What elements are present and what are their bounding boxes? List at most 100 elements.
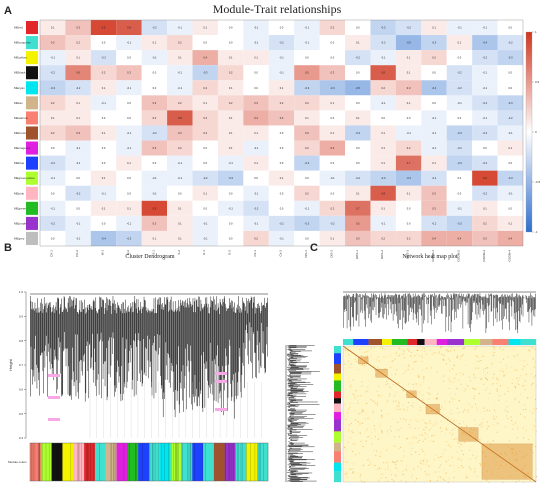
network-heatmap-speck <box>470 428 472 430</box>
heatmap-cell <box>497 50 523 66</box>
network-heatmap-speck <box>431 424 434 427</box>
network-heatmap-speck <box>424 432 426 434</box>
network-heatmap-speck <box>374 431 376 433</box>
heatmap-cell <box>217 50 244 66</box>
heatmap-cell <box>141 200 168 216</box>
cell-value: -0.1 <box>127 131 132 135</box>
heatmap-cell <box>268 185 295 201</box>
network-heatmap-speck <box>344 348 346 350</box>
heatmap-cell <box>116 200 142 216</box>
network-heatmap-speck <box>398 401 400 403</box>
heatmap-cell <box>141 95 168 111</box>
cell-value: 0.1 <box>381 146 385 150</box>
network-heatmap-speck <box>477 367 479 369</box>
column-label: S-1 <box>151 250 155 255</box>
cell-value: -0.1 <box>203 221 208 225</box>
cell-value: 0.0 <box>254 176 258 180</box>
network-heatmap-speck <box>390 366 392 368</box>
heatmap-cell <box>345 95 371 111</box>
network-heatmap-speck <box>343 349 345 351</box>
cell-value: -0.2 <box>279 221 284 225</box>
network-heatmap <box>285 291 538 484</box>
cell-value: 0.2 <box>178 101 182 105</box>
cell-value: -0.1 <box>483 116 488 120</box>
network-heatmap-speck <box>492 377 494 379</box>
cell-value: 0.1 <box>76 116 80 120</box>
network-heatmap-speck <box>446 349 448 351</box>
network-heatmap-speck <box>423 454 426 456</box>
pink-marker <box>48 396 60 399</box>
module-swatch <box>26 231 38 245</box>
heatmap-cell <box>167 80 193 96</box>
network-heatmap-speck <box>487 397 489 399</box>
network-heatmap-speck <box>510 448 512 450</box>
network-heatmap-speck <box>361 364 363 366</box>
network-heatmap-speck <box>410 372 412 374</box>
network-heatmap-speck <box>380 416 382 418</box>
network-heatmap-speck <box>421 459 423 462</box>
cell-value: -0.1 <box>254 146 259 150</box>
network-heatmap-speck <box>456 357 458 359</box>
cell-value: -0.3 <box>508 101 513 105</box>
heatmap-cell <box>421 35 447 51</box>
network-heatmap-speck <box>533 366 535 368</box>
network-heatmap-speck <box>407 348 409 350</box>
network-heatmap-speck <box>478 360 480 362</box>
network-heatmap-speck <box>399 408 401 410</box>
cell-value: -0.1 <box>127 146 132 150</box>
network-heatmap-speck <box>376 403 378 405</box>
network-heatmap-speck <box>507 356 509 358</box>
network-heatmap-speck <box>487 441 489 443</box>
network-heatmap-speck <box>397 421 399 423</box>
heatmap-cell <box>268 95 295 111</box>
heatmap-cell <box>395 155 422 171</box>
cell-value: 0.1 <box>432 161 436 165</box>
network-heatmap-speck <box>423 402 425 404</box>
column-label: Cb-2 <box>279 250 283 257</box>
network-heatmap-speck <box>492 424 494 426</box>
cell-value: 0.1 <box>102 176 106 180</box>
network-heatmap-speck <box>345 349 347 351</box>
cell-value: -0.1 <box>279 71 284 75</box>
cell-value: 0.1 <box>127 161 131 165</box>
network-heatmap-speck <box>507 410 509 413</box>
network-heatmap-speck <box>354 358 356 360</box>
heatmap-cell <box>294 140 320 156</box>
network-heatmap-speck <box>417 414 419 416</box>
network-heatmap-speck <box>387 429 389 431</box>
top-dendrogram-branches <box>343 293 536 334</box>
cell-value: 0.4 <box>432 236 436 240</box>
network-heatmap-speck <box>448 378 450 380</box>
cell-value: 0.2 <box>153 116 157 120</box>
module-color-segment <box>257 443 269 481</box>
cell-value: 0.0 <box>458 56 462 60</box>
heatmap-cell <box>345 35 371 51</box>
network-heatmap-speck <box>421 349 423 351</box>
network-heatmap-speck <box>463 441 466 443</box>
cell-value: -0.1 <box>203 236 208 240</box>
network-heatmap-speck <box>416 353 418 355</box>
network-heatmap-speck <box>374 464 376 466</box>
heatmap-cell <box>243 200 269 216</box>
network-heatmap-speck <box>462 467 464 469</box>
network-heatmap-speck <box>349 402 351 404</box>
network-heatmap-speck <box>435 398 437 400</box>
heatmap-cell <box>370 170 396 186</box>
network-heatmap-speck <box>439 350 441 352</box>
module-swatch <box>26 171 38 185</box>
heatmap-cell <box>90 155 117 171</box>
network-heatmap-speck <box>496 431 498 433</box>
network-heatmap-speck <box>395 408 397 410</box>
network-heatmap-speck <box>436 398 438 400</box>
cell-value: -0.2 <box>50 221 55 225</box>
network-heatmap-speck <box>431 354 433 356</box>
network-heatmap-speck <box>399 446 402 448</box>
cell-value: 0.0 <box>153 161 157 165</box>
network-heatmap-speck <box>486 428 488 430</box>
network-heatmap-speck <box>442 358 444 360</box>
cell-value: 0.1 <box>381 206 385 210</box>
heatmap-cell <box>268 155 295 171</box>
network-heatmap-speck <box>455 393 457 395</box>
network-heatmap-speck <box>406 469 408 471</box>
